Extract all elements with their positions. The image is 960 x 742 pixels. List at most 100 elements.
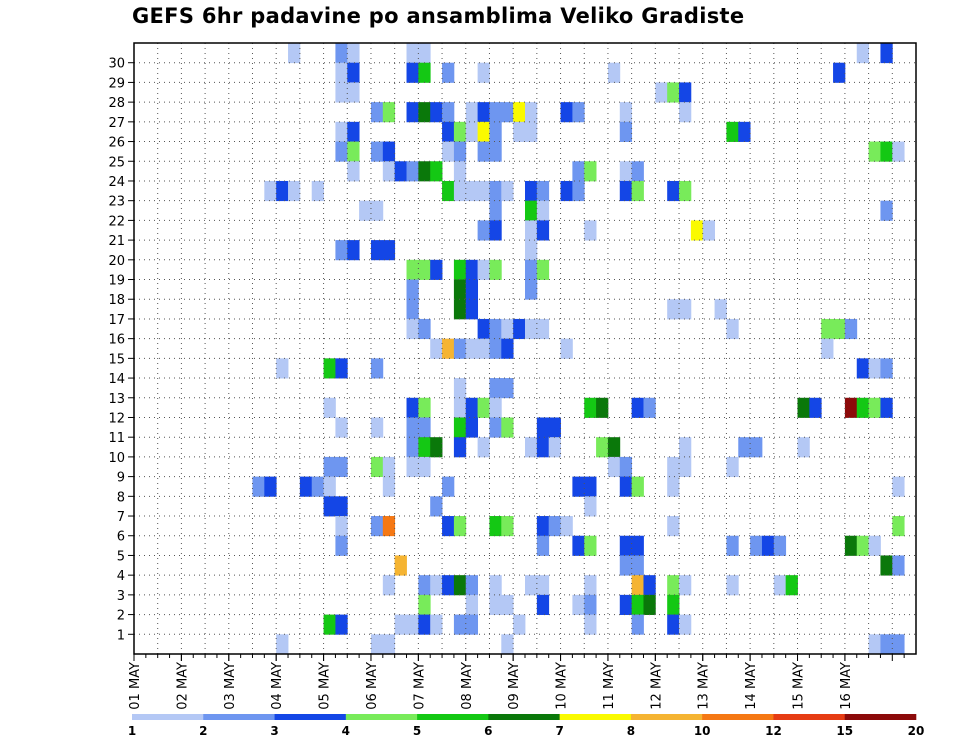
heatmap-cell: [489, 417, 502, 438]
heatmap-cell: [619, 180, 633, 202]
heatmap-cell: [453, 397, 467, 418]
heatmap-cell: [406, 102, 419, 123]
heatmap-cell: [418, 259, 431, 280]
heatmap-cell: [643, 397, 656, 418]
heatmap-cell: [619, 535, 633, 556]
heatmap-cell: [406, 279, 419, 300]
heatmap-cell: [370, 141, 384, 162]
colorbar-label: 1: [128, 724, 136, 738]
heatmap-cell: [631, 161, 644, 182]
heatmap-cell: [880, 555, 893, 576]
heatmap-cell: [323, 476, 336, 497]
x-tick-label: 06 MAY: [365, 662, 380, 710]
heatmap-cell: [880, 634, 893, 655]
heatmap-cell: [750, 535, 763, 556]
x-tick-label: 12 MAY: [649, 662, 664, 710]
heatmap-cell: [406, 437, 419, 458]
heatmap-cell: [442, 121, 455, 142]
heatmap-cell: [631, 594, 644, 615]
colorbar-label: 20: [908, 724, 925, 738]
heatmap-cell: [453, 516, 467, 537]
heatmap-cell: [560, 516, 573, 537]
heatmap-cell: [501, 102, 514, 123]
heatmap-cell: [797, 437, 810, 458]
cells-layer: [252, 43, 905, 655]
heatmap-cell: [548, 417, 561, 438]
heatmap-cell: [406, 456, 419, 478]
heatmap-cell: [370, 516, 384, 537]
heatmap-cell: [335, 43, 348, 64]
heatmap-cell: [442, 141, 455, 162]
heatmap-cell: [572, 535, 585, 556]
heatmap-cell: [453, 121, 467, 142]
heatmap-cell: [394, 161, 407, 182]
heatmap-cell: [702, 220, 715, 241]
heatmap-cell: [382, 575, 396, 596]
heatmap-cell: [418, 594, 431, 615]
colorbar-segment: [559, 714, 632, 720]
heatmap-cell: [856, 535, 870, 556]
heatmap-cell: [525, 279, 538, 300]
x-tick-label: 13 MAY: [697, 662, 712, 710]
heatmap-cell: [359, 200, 372, 221]
heatmap-cell: [442, 338, 455, 359]
heatmap-cell: [418, 575, 431, 596]
heatmap-cell: [453, 180, 467, 202]
chart-title: GEFS 6hr padavine po ansamblima Veliko G…: [132, 4, 745, 28]
heatmap-cell: [525, 437, 538, 458]
heatmap-cell: [477, 318, 490, 340]
heatmap-cell: [667, 575, 680, 596]
heatmap-cell: [844, 397, 858, 418]
heatmap-cell: [536, 575, 550, 596]
y-tick-label: 17: [108, 313, 125, 328]
heatmap-cell: [477, 180, 490, 202]
heatmap-cell: [501, 378, 514, 399]
heatmap-cell: [465, 338, 479, 359]
heatmap-cell: [489, 318, 502, 340]
heatmap-cell: [667, 456, 680, 478]
heatmap-cell: [880, 397, 893, 418]
heatmap-cell: [323, 496, 336, 517]
y-tick-label: 13: [108, 392, 125, 407]
heatmap-cell: [370, 200, 384, 221]
x-tick-label: 11 MAY: [602, 662, 617, 710]
colorbar-segment: [274, 714, 347, 720]
heatmap-cell: [785, 575, 798, 596]
heatmap-cell: [442, 516, 455, 537]
heatmap-cell: [465, 417, 479, 438]
heatmap-cell: [347, 240, 360, 261]
colorbar-label: 5: [413, 724, 421, 738]
x-tick-label: 09 MAY: [507, 662, 522, 710]
heatmap-cell: [536, 180, 550, 202]
heatmap-cell: [335, 496, 348, 517]
heatmap-cell: [406, 299, 419, 320]
heatmap-cell: [489, 200, 502, 221]
heatmap-cell: [667, 82, 680, 103]
heatmap-cell: [619, 456, 633, 478]
heatmap-cell: [370, 634, 384, 655]
heatmap-cell: [489, 338, 502, 359]
heatmap-cell: [406, 397, 419, 418]
heatmap-cell: [477, 437, 490, 458]
heatmap-cell: [430, 575, 443, 596]
y-tick-label: 5: [117, 549, 125, 564]
heatmap-cell: [465, 594, 479, 615]
heatmap-cell: [525, 220, 538, 241]
heatmap-cell: [477, 397, 490, 418]
heatmap-cell: [382, 516, 396, 537]
heatmap-cell: [406, 161, 419, 182]
heatmap-cell: [868, 358, 881, 379]
heatmap-cell: [465, 299, 479, 320]
heatmap-cell: [489, 594, 502, 615]
x-tick-label: 07 MAY: [412, 662, 427, 710]
heatmap-cell: [418, 417, 431, 438]
heatmap-cell: [726, 456, 739, 478]
heatmap-cell: [453, 299, 467, 320]
x-tick-label: 15 MAY: [792, 662, 807, 710]
colorbar-label: 8: [627, 724, 635, 738]
y-tick-label: 12: [108, 411, 125, 426]
heatmap-cell: [536, 220, 550, 241]
heatmap-cell: [430, 102, 443, 123]
heatmap-cell: [418, 318, 431, 340]
